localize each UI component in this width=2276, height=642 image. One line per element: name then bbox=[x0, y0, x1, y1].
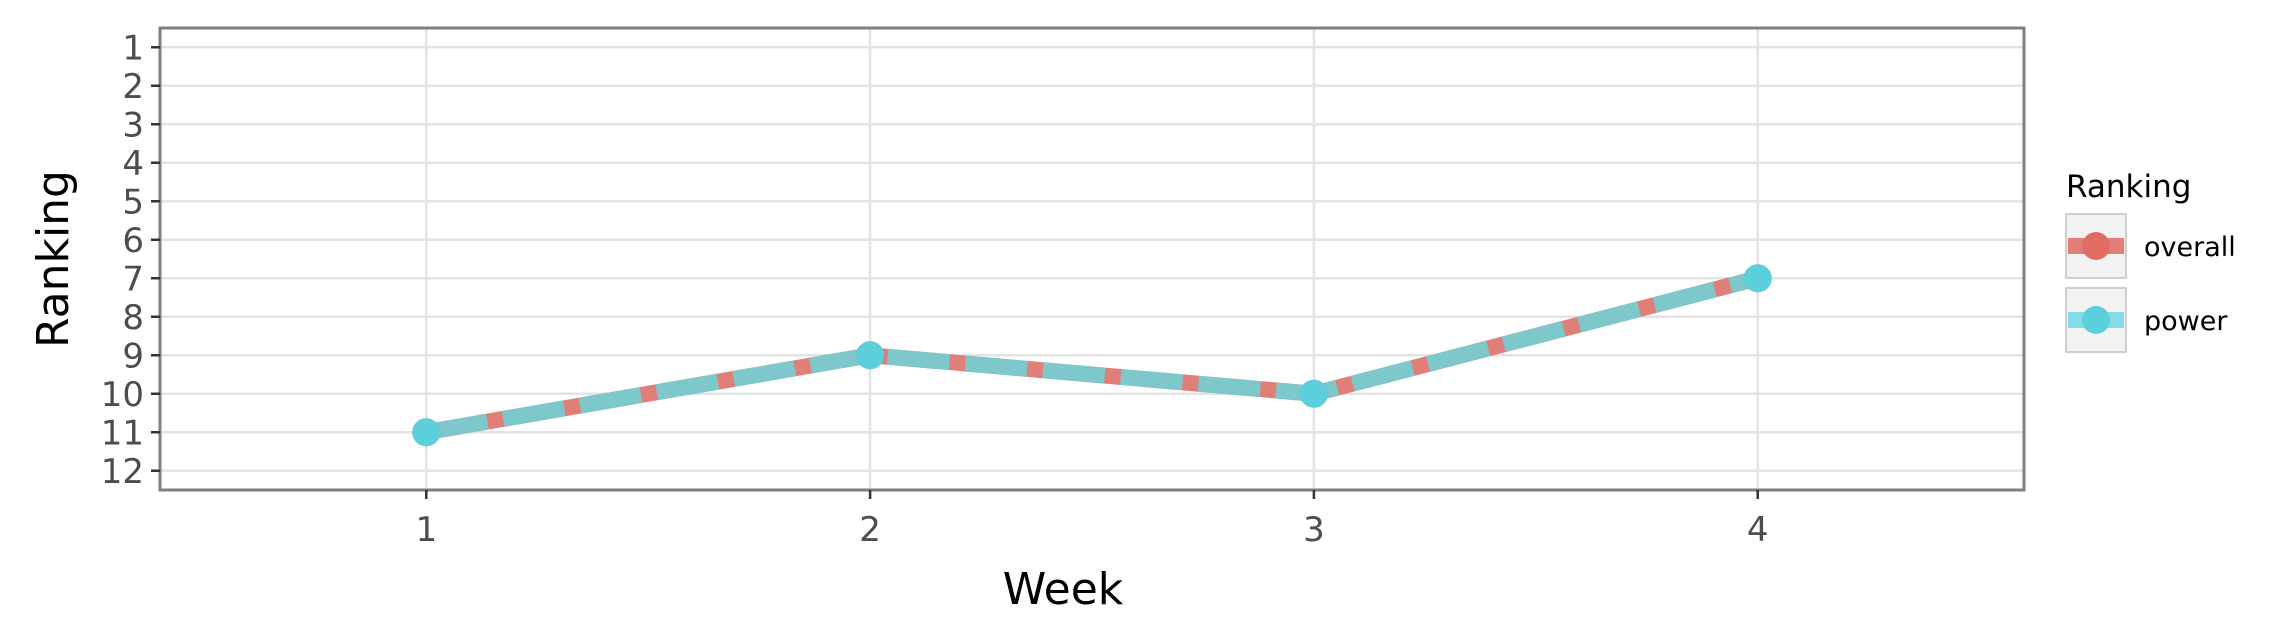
panel-background bbox=[160, 28, 2024, 490]
y-tick-label: 12 bbox=[101, 452, 144, 492]
y-tick-label: 2 bbox=[122, 67, 144, 107]
y-tick-label: 6 bbox=[122, 221, 144, 261]
x-tick-label: 1 bbox=[415, 510, 437, 550]
y-axis-title: Ranking bbox=[28, 170, 79, 348]
legend-key-marker bbox=[2082, 306, 2110, 334]
series-layer bbox=[412, 264, 1772, 447]
legend-title: Ranking bbox=[2066, 169, 2191, 205]
data-point-power bbox=[856, 341, 885, 370]
y-tick-label: 4 bbox=[122, 144, 144, 184]
y-tick-label: 1 bbox=[122, 28, 144, 68]
data-point-power bbox=[1743, 264, 1772, 293]
y-tick-label: 7 bbox=[122, 259, 144, 299]
legend: Ranking overall power bbox=[2065, 169, 2236, 353]
data-point-power bbox=[412, 418, 441, 447]
x-axis-ticks: 1 2 3 4 bbox=[415, 490, 1769, 550]
legend-item-overall: overall bbox=[2065, 213, 2236, 279]
y-tick-label: 5 bbox=[122, 182, 144, 222]
x-gridlines bbox=[425, 28, 1759, 490]
x-tick-label: 3 bbox=[1303, 510, 1325, 550]
x-tick-label: 4 bbox=[1747, 510, 1769, 550]
x-tick-label: 2 bbox=[859, 510, 881, 550]
y-tick-label: 8 bbox=[122, 298, 144, 338]
y-tick-label: 9 bbox=[122, 336, 144, 376]
legend-key-marker bbox=[2082, 232, 2110, 260]
y-tick-label: 10 bbox=[101, 375, 144, 415]
series-line-power bbox=[424, 270, 1760, 441]
legend-items: overall power bbox=[2065, 213, 2236, 353]
y-tick-label: 3 bbox=[122, 105, 144, 145]
legend-item-power: power bbox=[2065, 287, 2228, 353]
x-axis-title: Week bbox=[1003, 564, 1124, 615]
panel-border bbox=[158, 26, 2026, 492]
y-tick-label: 11 bbox=[101, 413, 144, 453]
data-point-power bbox=[1299, 379, 1328, 408]
legend-label: overall bbox=[2144, 232, 2236, 263]
legend-label: power bbox=[2144, 306, 2228, 337]
